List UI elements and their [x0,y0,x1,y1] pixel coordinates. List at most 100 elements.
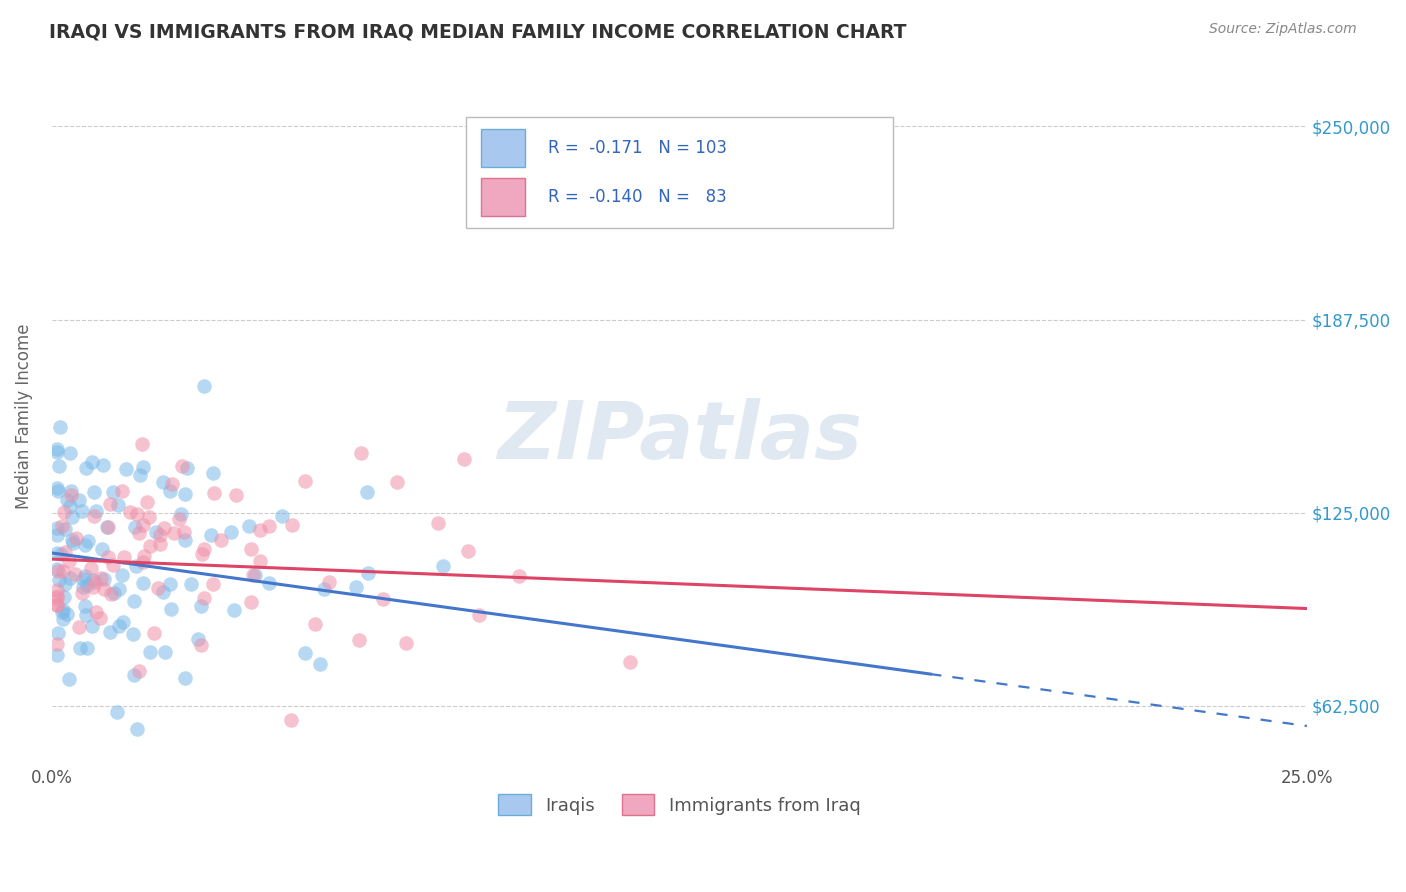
Point [453,452,475,467]
Point [193,591,215,606]
Point [80,561,103,575]
Point [131,437,153,451]
Point [111,484,134,499]
Point [45,599,67,613]
Point [129,467,152,482]
Point [45,591,67,605]
Point [153,521,176,535]
Point [159,484,181,499]
Point [91,458,114,473]
Text: ZIPatlas: ZIPatlas [496,398,862,476]
Point [56,607,79,621]
Point [174,533,197,547]
Point [152,585,174,599]
Point [122,594,145,608]
Point [176,461,198,475]
Point [132,460,155,475]
Point [457,543,479,558]
Point [190,547,212,561]
Text: R =  -0.140   N =   83: R = -0.140 N = 83 [547,188,727,206]
Point [53,545,76,559]
Point [97,520,120,534]
Point [173,524,195,539]
Point [238,518,260,533]
Point [48,458,70,473]
Point [356,485,378,500]
Point [174,671,197,685]
Point [174,487,197,501]
Point [60,483,83,498]
Point [149,536,172,550]
Point [58,554,80,568]
Point [134,549,156,564]
Point [619,655,641,669]
Point [239,541,262,556]
Bar [481,178,524,217]
Point [146,581,169,595]
Point [76,578,98,592]
Point [347,633,370,648]
Point [52,590,75,604]
Point [107,619,129,633]
Point [45,583,67,598]
Point [53,505,76,519]
Point [132,576,155,591]
Point [58,673,80,687]
Point [107,498,129,512]
Point [108,582,131,597]
Point [45,527,67,541]
Point [84,504,107,518]
Point [72,586,94,600]
Point [225,488,247,502]
Point [75,608,97,623]
Point [344,580,367,594]
Point [294,646,316,660]
Point [73,599,96,614]
Point [46,626,69,640]
Point [508,569,530,583]
Legend: Iraqis, Immigrants from Iraq: Iraqis, Immigrants from Iraq [489,786,869,824]
Point [112,549,135,564]
Point [111,567,134,582]
Point [80,455,103,469]
Point [242,568,264,582]
Point [80,619,103,633]
Text: R =  -0.171   N = 103: R = -0.171 N = 103 [547,139,727,157]
Point [53,522,76,536]
Point [160,476,183,491]
Point [83,508,105,523]
Point [202,486,225,500]
Point [209,533,232,547]
Point [115,462,138,476]
Point [427,516,450,531]
Point [48,574,70,588]
Point [125,508,148,522]
Point [59,571,82,585]
Point [98,497,121,511]
Point [93,572,115,586]
Point [73,569,96,583]
Point [45,546,67,560]
Point [200,528,222,542]
Point [281,518,304,533]
Point [52,612,75,626]
Point [187,632,209,646]
Point [190,599,212,613]
Point [159,577,181,591]
Point [139,645,162,659]
Point [46,483,69,498]
Point [201,577,224,591]
Point [90,571,112,585]
Point [49,547,72,561]
Point [52,564,75,578]
Point [51,519,73,533]
Point [149,528,172,542]
Point [56,492,79,507]
Text: IRAQI VS IMMIGRANTS FROM IRAQ MEDIAN FAMILY INCOME CORRELATION CHART: IRAQI VS IMMIGRANTS FROM IRAQ MEDIAN FAM… [49,22,907,41]
Point [170,507,193,521]
Point [49,420,72,434]
Point [69,640,91,655]
Point [112,615,135,630]
Point [152,475,174,490]
Point [159,602,181,616]
